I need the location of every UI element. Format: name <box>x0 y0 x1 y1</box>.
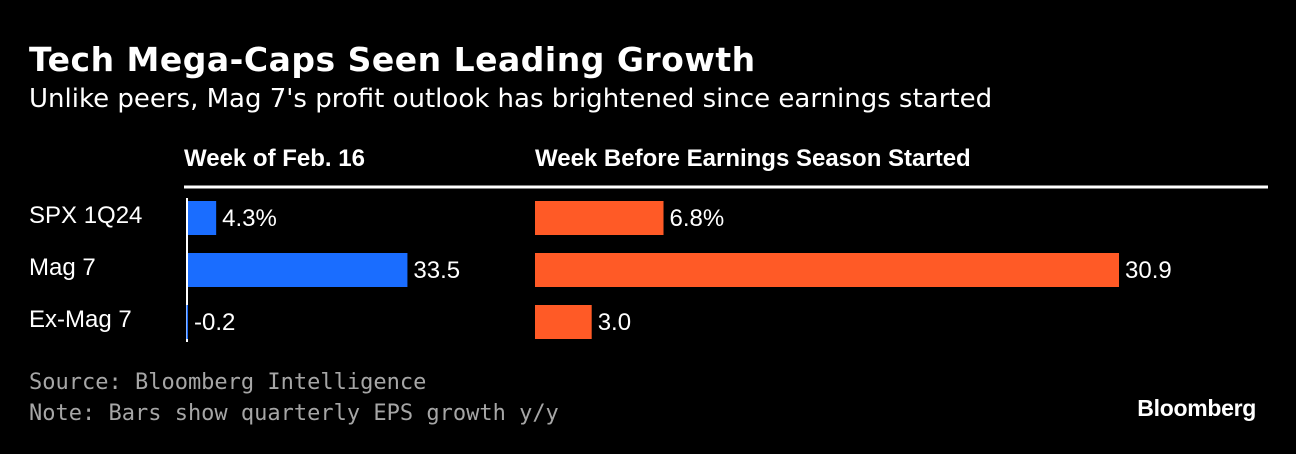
data-label: 3.0 <box>598 309 631 336</box>
data-label: 6.8% <box>670 205 725 232</box>
series-header: Week of Feb. 16 <box>184 145 365 172</box>
source-note: Source: Bloomberg Intelligence <box>29 370 427 395</box>
data-label: 33.5 <box>413 257 460 284</box>
data-label: 4.3% <box>222 205 277 232</box>
bar <box>188 201 217 235</box>
series-header: Week Before Earnings Season Started <box>535 145 971 172</box>
chart-subtitle: Unlike peers, Mag 7's profit outlook has… <box>29 84 993 114</box>
bar <box>535 201 664 235</box>
bar <box>535 253 1120 287</box>
chart-title: Tech Mega-Caps Seen Leading Growth <box>29 40 756 79</box>
bar <box>535 305 592 339</box>
data-label: 30.9 <box>1125 257 1172 284</box>
category-label: SPX 1Q24 <box>29 202 142 229</box>
category-label: Mag 7 <box>29 254 96 281</box>
bloomberg-logo: Bloomberg <box>1137 395 1256 421</box>
category-label: Ex-Mag 7 <box>29 306 132 333</box>
note-text: Note: Bars show quarterly EPS growth y/y <box>29 401 559 426</box>
bar <box>188 253 408 287</box>
bar <box>186 305 188 339</box>
data-label: -0.2 <box>194 309 235 336</box>
